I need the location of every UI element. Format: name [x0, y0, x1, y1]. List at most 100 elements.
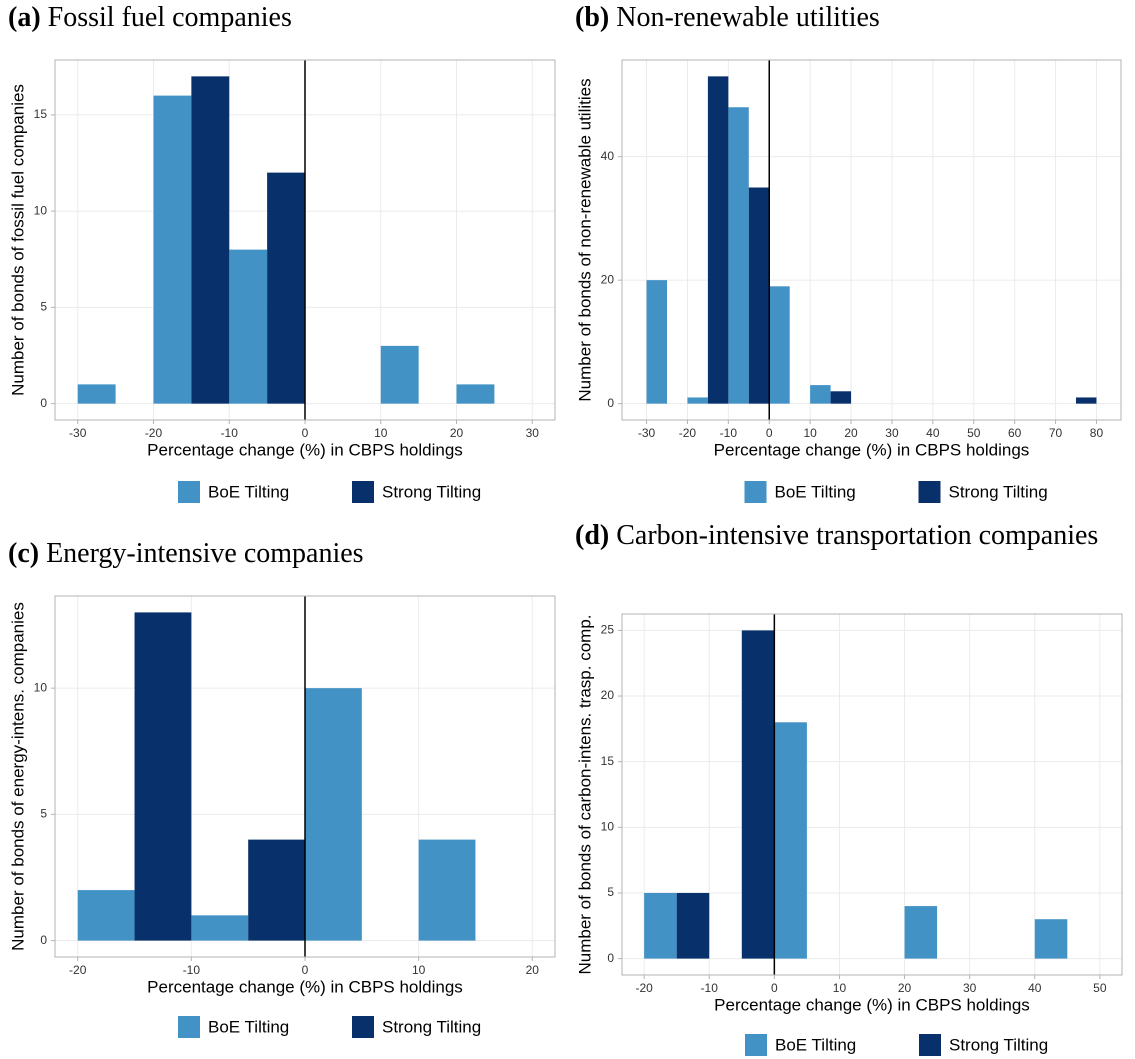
- bar: [153, 95, 192, 404]
- bar: [728, 107, 749, 404]
- x-tick-label: 50: [1093, 981, 1107, 995]
- panel-title-text: Carbon-intensive transportation companie…: [616, 520, 1099, 551]
- bar: [1076, 397, 1097, 404]
- x-axis-title: Percentage change (%) in CBPS holdings: [147, 977, 463, 996]
- y-axis-title: Number of bonds of non-renewable utiliti…: [575, 78, 594, 401]
- y-tick-label: 0: [607, 951, 614, 965]
- plot-background: [622, 60, 1121, 420]
- bar: [748, 187, 770, 404]
- bar: [646, 280, 667, 404]
- panel-title: (c) Energy-intensive companies: [8, 537, 558, 571]
- bar: [676, 892, 710, 959]
- panel-label: (a): [8, 2, 41, 33]
- legend-label: BoE Tilting: [208, 1017, 289, 1036]
- bar: [687, 397, 708, 404]
- bar: [644, 892, 677, 959]
- y-tick-label: 10: [34, 203, 48, 217]
- x-tick-label: 0: [302, 426, 309, 440]
- y-axis-title: Number of bonds of fossil fuel companies: [8, 84, 27, 396]
- y-tick-label: 0: [607, 396, 614, 410]
- legend-swatch: [745, 1034, 767, 1056]
- x-tick-label: 20: [526, 963, 540, 977]
- y-tick-label: 20: [601, 688, 615, 702]
- x-tick-label: 0: [766, 426, 773, 440]
- panel: -20 -10 0 10 20 30 40 50 0 5 10 15 20 25 Percentage ch…: [575, 613, 1123, 1056]
- x-tick-label: 40: [926, 426, 940, 440]
- panel-title-text: Fossil fuel companies: [47, 2, 292, 33]
- legend-swatch: [918, 481, 941, 503]
- plot-border: [621, 59, 1122, 421]
- x-tick-label: 70: [1049, 426, 1063, 440]
- y-tick-label: 15: [34, 107, 48, 121]
- y-tick-label: 0: [40, 933, 47, 947]
- panel-title: (b) Non-renewable utilities: [575, 1, 1130, 35]
- legend-label: BoE Tilting: [775, 1035, 856, 1054]
- bar: [248, 839, 305, 941]
- legend-swatch: [352, 1016, 374, 1038]
- legend-swatch: [919, 1034, 941, 1056]
- panel-label: (c): [8, 538, 40, 569]
- x-tick-label: 10: [412, 963, 426, 977]
- panel-title-text: Energy-intensive companies: [46, 538, 364, 569]
- bar: [191, 915, 249, 941]
- legend-label: Strong Tilting: [949, 482, 1048, 501]
- bar: [267, 172, 305, 404]
- x-tick-label: 20: [844, 426, 858, 440]
- y-tick-label: 5: [607, 885, 614, 899]
- bar: [305, 688, 362, 941]
- x-tick-label: -30: [69, 426, 87, 440]
- bar: [229, 249, 268, 404]
- y-axis-title: Number of bonds of carbon-intens. trasp.…: [575, 614, 594, 974]
- plot-border: [621, 613, 1123, 976]
- bar: [418, 839, 476, 941]
- x-tick-label: 30: [885, 426, 899, 440]
- panel-title: (d) Carbon-intensive transportation comp…: [575, 519, 1130, 553]
- bar: [77, 890, 135, 941]
- x-tick-label: -10: [720, 426, 738, 440]
- bar: [830, 391, 852, 404]
- x-axis-title: Percentage change (%) in CBPS holdings: [714, 995, 1030, 1014]
- legend-swatch: [352, 481, 374, 503]
- x-tick-label: 80: [1090, 426, 1104, 440]
- panel-title-text: Non-renewable utilities: [616, 2, 880, 33]
- bar: [707, 76, 729, 404]
- bar: [191, 76, 230, 404]
- y-tick-label: 0: [40, 396, 47, 410]
- x-tick-label: -10: [701, 981, 719, 995]
- bar: [1034, 919, 1068, 959]
- y-tick-label: 15: [601, 754, 615, 768]
- x-tick-label: 10: [374, 426, 388, 440]
- panel: -30 -20 -10 0 10 20 30 40 50 60 70 8002040Percentag…: [575, 59, 1122, 503]
- x-tick-label: 10: [833, 981, 847, 995]
- x-tick-label: 0: [302, 963, 309, 977]
- panel: -30 -20 -10 0 10 20 30 0 5 10 15 Percentage change …: [8, 59, 556, 503]
- legend-label: Strong Tilting: [382, 482, 481, 501]
- x-axis-title: Percentage change (%) in CBPS holdings: [714, 440, 1030, 459]
- bar: [741, 630, 775, 959]
- legend-label: BoE Tilting: [208, 482, 289, 501]
- y-tick-label: 40: [601, 149, 615, 163]
- x-tick-label: 50: [967, 426, 981, 440]
- y-axis-title: Number of bonds of energy-intens. compan…: [8, 602, 27, 951]
- panel-label: (b): [575, 2, 610, 33]
- y-tick-label: 10: [601, 819, 615, 833]
- bar: [904, 906, 938, 959]
- panel-label: (d): [575, 520, 610, 551]
- x-tick-label: -20: [635, 981, 653, 995]
- bar: [769, 286, 790, 404]
- x-tick-label: 40: [1028, 981, 1042, 995]
- x-tick-label: 20: [898, 981, 912, 995]
- plot-border: [54, 59, 556, 421]
- legend-swatch: [178, 481, 200, 503]
- legend-swatch: [178, 1016, 200, 1038]
- y-tick-label: 5: [40, 807, 47, 821]
- legend-label: BoE Tilting: [775, 482, 856, 501]
- bar: [380, 345, 419, 404]
- x-tick-label: -30: [638, 426, 656, 440]
- x-tick-label: 20: [450, 426, 464, 440]
- x-tick-label: -20: [69, 963, 87, 977]
- legend-label: Strong Tilting: [382, 1017, 481, 1036]
